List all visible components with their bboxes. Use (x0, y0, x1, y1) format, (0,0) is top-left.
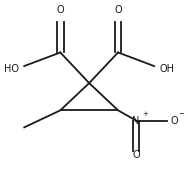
Text: O: O (114, 5, 122, 15)
Text: +: + (142, 111, 148, 117)
Text: O: O (170, 116, 178, 126)
Text: HO: HO (4, 65, 19, 75)
Text: OH: OH (160, 65, 174, 75)
Text: N: N (132, 116, 140, 126)
Text: −: − (178, 111, 184, 117)
Text: O: O (57, 5, 64, 15)
Text: O: O (132, 150, 140, 160)
